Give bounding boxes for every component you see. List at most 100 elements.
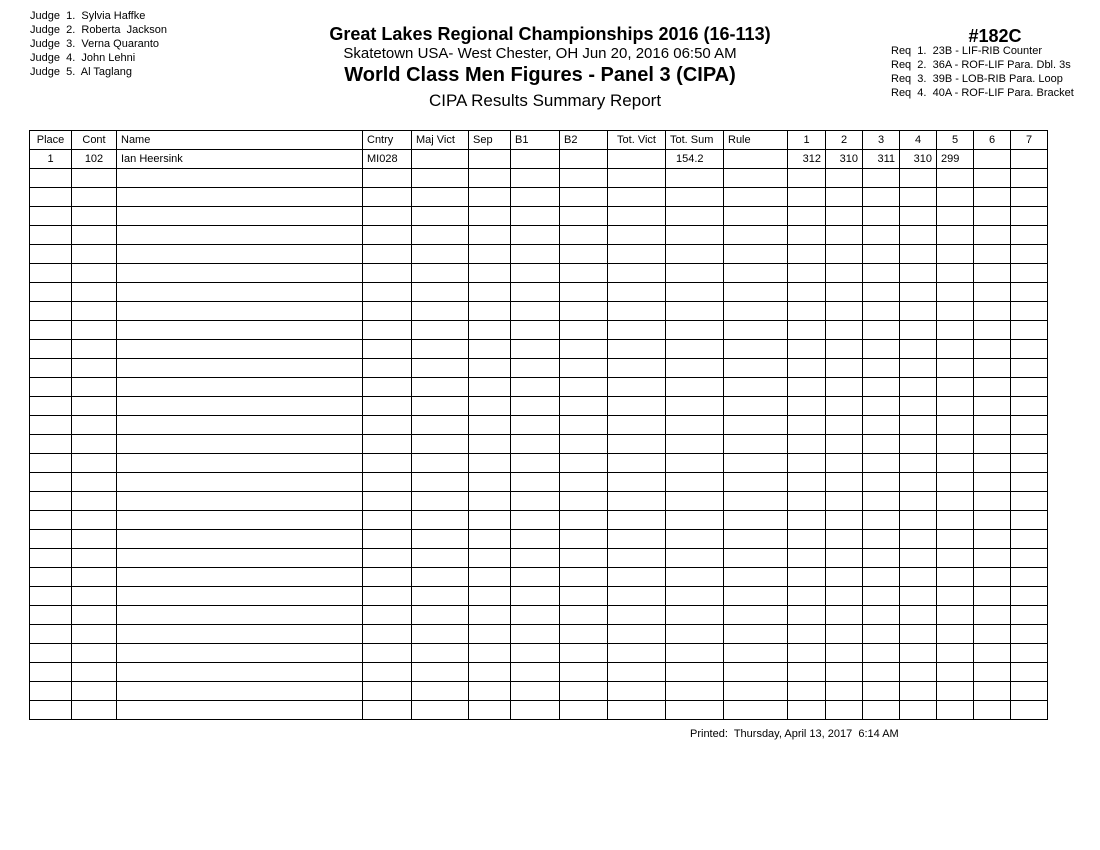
table-cell [468,491,511,511]
table-cell [973,301,1011,321]
table-cell [116,605,363,625]
table-cell [71,472,117,492]
table-cell [936,491,974,511]
table-cell [862,434,900,454]
table-cell [1010,244,1048,264]
table-cell [936,662,974,682]
table-cell [936,244,974,264]
table-cell [468,700,511,720]
table-cell [787,586,826,606]
table-cell [362,282,412,302]
table-cell [723,662,788,682]
table-cell [862,396,900,416]
table-cell [29,548,72,568]
empty-row [29,301,1048,321]
table-cell [973,567,1011,587]
table-cell [510,225,560,245]
table-cell: 154.2 [665,149,724,169]
table-cell [559,206,608,226]
table-cell [468,358,511,378]
table-cell [411,187,469,207]
empty-row [29,377,1048,397]
table-cell [1010,453,1048,473]
table-cell [936,624,974,644]
table-cell [510,358,560,378]
table-cell [973,396,1011,416]
table-cell [899,624,937,644]
table-cell [723,510,788,530]
column-header: 7 [1010,130,1048,150]
table-cell [787,510,826,530]
table-cell [723,624,788,644]
table-cell [787,320,826,340]
table-cell [825,320,863,340]
table-cell [559,168,608,188]
table-cell [559,681,608,701]
table-cell [607,662,666,682]
table-cell [510,244,560,264]
table-cell [116,396,363,416]
table-cell [116,548,363,568]
event-title: World Class Men Figures - Panel 3 (CIPA) [344,64,736,86]
competition-title: Great Lakes Regional Championships 2016 … [329,24,771,44]
table-cell [71,396,117,416]
table-cell [665,358,724,378]
table-cell [936,605,974,625]
table-cell [607,282,666,302]
table-cell [411,586,469,606]
table-cell [665,244,724,264]
table-cell [787,643,826,663]
table-cell [825,263,863,283]
table-cell [973,282,1011,302]
table-cell [825,396,863,416]
table-cell [1010,282,1048,302]
table-cell [899,206,937,226]
table-cell [936,472,974,492]
table-cell [116,206,363,226]
table-cell [411,396,469,416]
table-cell [665,377,724,397]
table-cell [468,662,511,682]
table-cell [862,605,900,625]
table-cell [71,643,117,663]
table-cell [825,415,863,435]
table-cell [362,244,412,264]
results-table: Place Cont Name Cntry Maj Vict Sep B1 B2 Tot. Vi… [29,130,1048,720]
table-cell [973,700,1011,720]
table-cell [825,377,863,397]
table-cell [787,453,826,473]
table-cell [936,187,974,207]
table-cell [362,472,412,492]
column-header: Rule [723,130,788,150]
table-cell [71,377,117,397]
table-cell [116,662,363,682]
table-cell [973,358,1011,378]
table-cell [862,187,900,207]
table-cell [510,149,560,169]
table-cell [29,206,72,226]
table-cell [862,206,900,226]
table-cell [973,605,1011,625]
table-cell [936,377,974,397]
table-cell [665,301,724,321]
table-cell [899,244,937,264]
empty-row [29,263,1048,283]
table-cell [468,244,511,264]
table-cell [116,339,363,359]
table-cell [825,643,863,663]
table-cell [559,320,608,340]
table-cell: 310 [825,149,863,169]
table-cell [825,453,863,473]
table-cell [607,624,666,644]
empty-row [29,168,1048,188]
table-cell [825,662,863,682]
requirement-4: Req 4. 40A - ROF-LIF Para. Bracket [891,87,1074,99]
table-cell [362,643,412,663]
table-cell [862,681,900,701]
column-header: Cntry [362,130,412,150]
table-cell [468,453,511,473]
table-cell [468,396,511,416]
table-cell [936,168,974,188]
table-cell [559,358,608,378]
table-cell [29,700,72,720]
